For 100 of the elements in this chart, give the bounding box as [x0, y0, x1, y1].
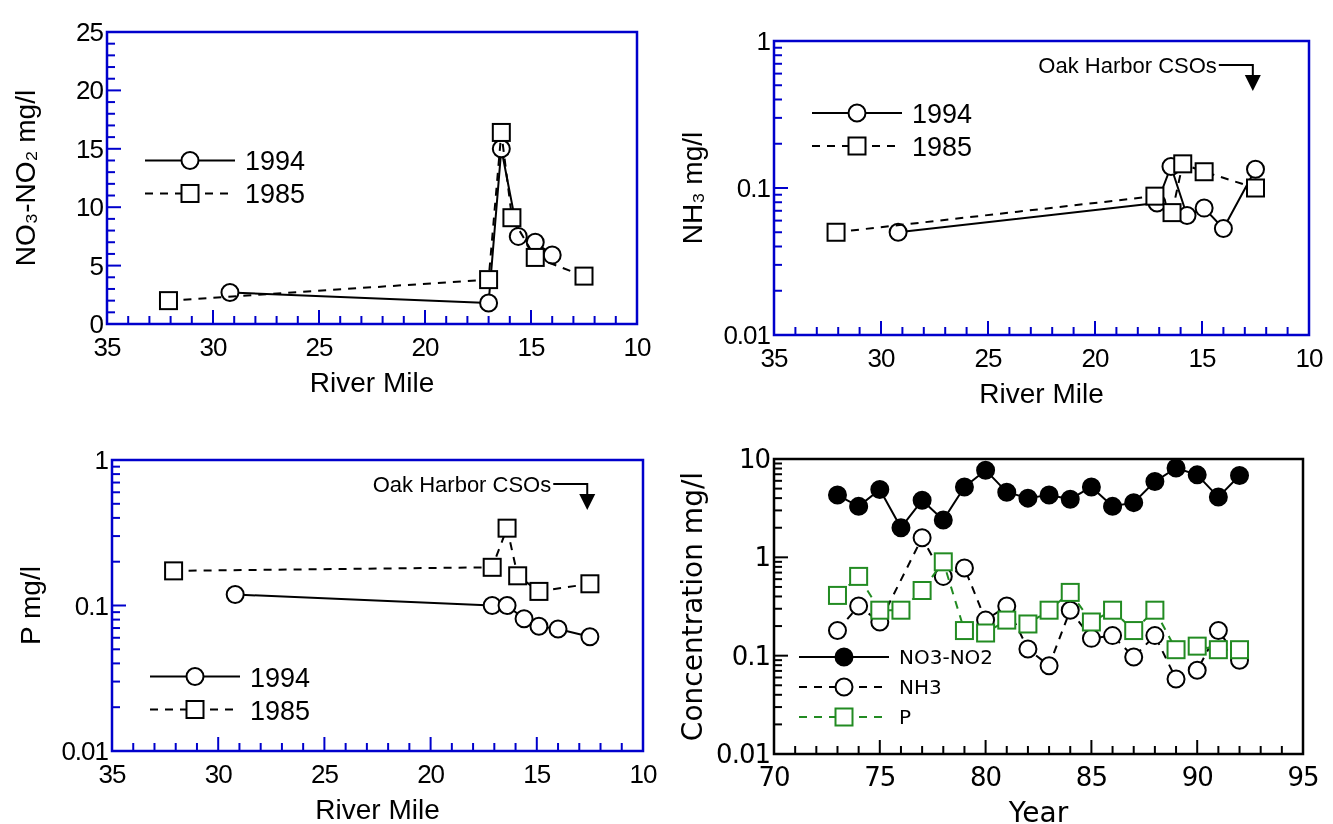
y-tick-label: 0.1: [74, 590, 109, 621]
point: [1194, 162, 1214, 182]
legend-label: 1985: [912, 132, 973, 162]
y-axis-title: Concentration mg/l: [676, 471, 709, 742]
point: [502, 208, 522, 228]
legend-label: 1994: [250, 662, 311, 693]
x-tick-label: 75: [864, 762, 896, 792]
point: [1166, 640, 1186, 660]
point: [225, 585, 245, 605]
y-tick-label: 0.1: [731, 640, 770, 671]
point: [1018, 488, 1038, 508]
point: [1208, 640, 1228, 660]
point: [1187, 660, 1207, 680]
legend-label: NO3-NO2: [899, 645, 994, 669]
point: [1145, 186, 1165, 206]
point: [826, 222, 846, 242]
x-tick-label: 15: [523, 759, 551, 789]
y-axis-title: NH₃ mg/l: [677, 131, 708, 245]
y-tick-label: 1: [754, 542, 770, 573]
point: [580, 627, 600, 647]
point: [954, 621, 974, 641]
point: [1213, 219, 1233, 239]
x-tick-label: 25: [305, 332, 333, 362]
point: [1124, 621, 1144, 641]
y-tick-label: 0.1: [736, 173, 771, 203]
x-tick-label: 15: [1188, 343, 1216, 373]
legend-label: 1985: [250, 695, 311, 726]
point: [976, 623, 996, 643]
point: [1060, 489, 1080, 509]
y-tick-label: 25: [76, 17, 104, 47]
x-tick-label: 10: [629, 759, 657, 789]
y-tick-label: 1: [756, 26, 771, 56]
point: [1166, 458, 1186, 478]
legend-label: P: [899, 705, 912, 729]
point: [525, 247, 545, 267]
point: [482, 557, 502, 577]
y-tick-label: 15: [76, 133, 104, 164]
point: [870, 600, 890, 620]
point: [933, 510, 953, 530]
point: [1194, 198, 1214, 218]
y-tick-label: 1: [94, 445, 109, 475]
point: [574, 266, 594, 286]
point: [997, 610, 1017, 630]
point: [1081, 612, 1101, 632]
point: [164, 561, 184, 581]
legend-label: 1985: [245, 179, 306, 210]
point: [1208, 487, 1228, 507]
x-tick-label: 20: [411, 332, 439, 362]
point: [497, 518, 517, 538]
x-tick-label: 25: [974, 343, 1002, 373]
point: [1173, 154, 1193, 174]
point: [933, 552, 953, 572]
legend-label: 1994: [245, 146, 306, 177]
point: [1145, 472, 1165, 492]
x-tick-label: 30: [199, 332, 227, 362]
point: [1124, 493, 1144, 513]
point: [827, 621, 847, 641]
point: [1187, 465, 1207, 485]
x-tick-label: 95: [1287, 762, 1319, 792]
x-tick-label: 30: [867, 343, 895, 373]
point: [849, 566, 869, 586]
x-tick-label: 90: [1181, 762, 1213, 792]
y-axis-title: P mg/l: [15, 566, 46, 645]
point: [1081, 477, 1101, 497]
point: [158, 291, 178, 311]
x-tick-label: 20: [417, 759, 445, 789]
point: [870, 479, 890, 499]
point: [1124, 647, 1144, 667]
point: [891, 518, 911, 538]
x-tick-label: 10: [623, 332, 651, 362]
point: [1145, 600, 1165, 620]
point: [912, 528, 932, 548]
point: [954, 558, 974, 578]
x-tick-label: 30: [204, 759, 233, 789]
x-tick-label: 10: [1295, 343, 1323, 373]
x-tick-label: 80: [970, 762, 1002, 792]
point: [220, 282, 240, 302]
point: [1246, 159, 1265, 179]
point: [529, 581, 549, 601]
x-tick-label: 25: [310, 759, 339, 789]
point: [1208, 621, 1228, 641]
point: [1230, 640, 1250, 660]
point: [954, 477, 974, 497]
point: [912, 581, 932, 600]
point: [997, 482, 1017, 502]
point: [1162, 203, 1182, 223]
point: [1103, 496, 1123, 516]
point: [1081, 628, 1101, 648]
point: [548, 619, 568, 639]
x-axis-title: River Mile: [309, 367, 435, 398]
point: [529, 616, 549, 636]
point: [1039, 600, 1059, 620]
x-axis-title: Year: [1007, 796, 1069, 824]
point: [1018, 639, 1038, 659]
annotation: Oak Harbor CSOs: [372, 472, 552, 497]
legend-label: 1994: [912, 99, 973, 129]
point: [497, 596, 517, 615]
point: [1246, 178, 1265, 198]
point: [1145, 626, 1165, 646]
point: [1103, 600, 1123, 620]
